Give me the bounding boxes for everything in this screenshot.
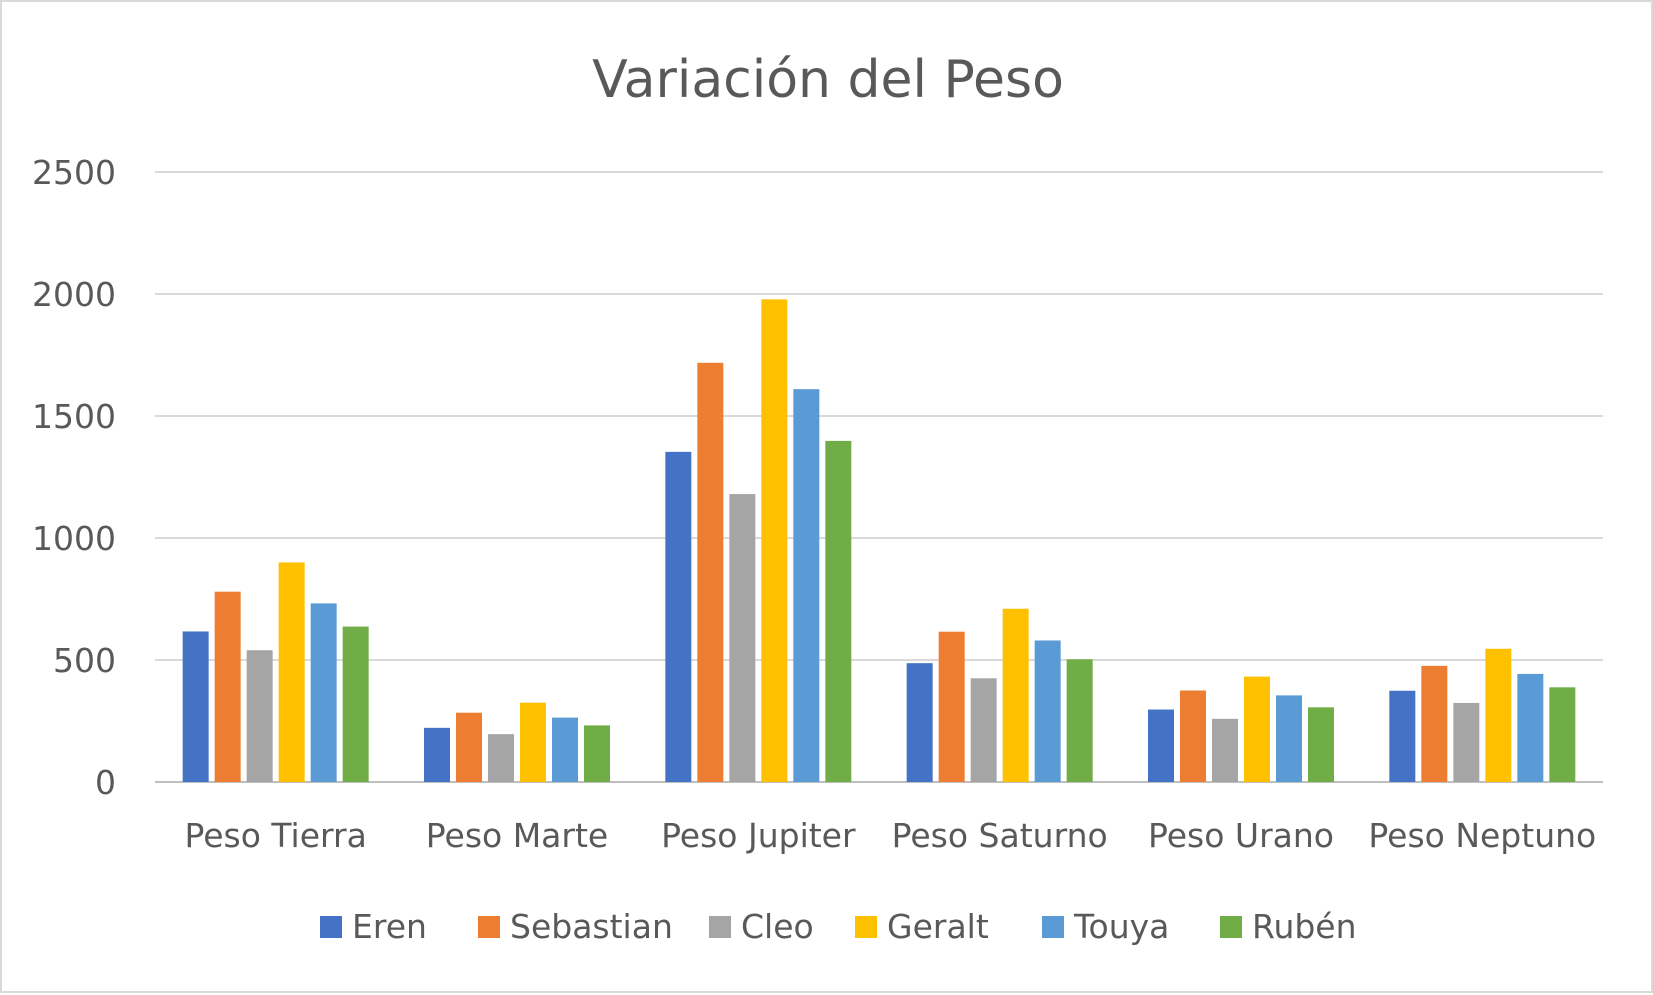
bar-peso-saturno-cleo — [970, 678, 997, 782]
legend-swatch-sebastian — [478, 916, 500, 938]
legend-label: Eren — [352, 907, 427, 946]
legend-label: Rubén — [1252, 907, 1357, 946]
x-tick-label: Peso Saturno — [892, 816, 1108, 855]
x-tick-label: Peso Urano — [1148, 816, 1334, 855]
bar-peso-marte-cleo — [488, 734, 514, 782]
bar-peso-neptuno-touya — [1517, 673, 1544, 782]
bar-peso-urano-rubén — [1308, 707, 1334, 782]
bar-peso-jupiter-sebastian — [697, 362, 724, 782]
bar-peso-saturno-touya — [1034, 640, 1061, 782]
legend-swatch-eren — [320, 916, 342, 938]
bar-peso-jupiter-touya — [793, 389, 820, 782]
legend-label: Cleo — [741, 907, 814, 946]
gridlines — [155, 171, 1603, 783]
legend-label: Geralt — [887, 907, 989, 946]
bar-peso-neptuno-cleo — [1453, 702, 1480, 782]
bar-peso-urano-geralt — [1244, 676, 1270, 782]
x-tick-label: Peso Jupiter — [661, 816, 856, 855]
bar-peso-tierra-cleo — [246, 650, 273, 782]
legend-label: Sebastian — [510, 907, 673, 946]
bar-peso-tierra-sebastian — [214, 591, 241, 782]
y-axis-ticks: 0 500 1000 1500 2000 2500 — [32, 153, 116, 802]
y-tick-label: 0 — [95, 763, 116, 802]
bar-peso-neptuno-rubén — [1549, 687, 1576, 782]
bar-peso-tierra-rubén — [342, 626, 369, 782]
bar-peso-saturno-eren — [906, 663, 933, 782]
bar-peso-tierra-geralt — [278, 562, 305, 782]
bar-peso-marte-sebastian — [456, 712, 482, 782]
x-tick-label: Peso Tierra — [185, 816, 367, 855]
x-tick-label: Peso Neptuno — [1368, 816, 1596, 855]
bar-peso-neptuno-eren — [1389, 690, 1416, 782]
bar-peso-urano-touya — [1276, 695, 1302, 782]
bar-peso-marte-geralt — [520, 702, 546, 782]
bar-peso-urano-eren — [1148, 709, 1174, 782]
bar-peso-saturno-geralt — [1002, 608, 1029, 782]
chart-title: Variación del Peso — [592, 50, 1064, 110]
legend-swatch-rubén — [1220, 916, 1242, 938]
bar-peso-saturno-rubén — [1066, 659, 1093, 782]
bar-peso-jupiter-geralt — [761, 299, 788, 782]
bar-peso-tierra-touya — [310, 603, 337, 782]
bars — [182, 299, 1576, 782]
bar-peso-saturno-sebastian — [938, 631, 965, 782]
y-tick-label: 2000 — [32, 275, 116, 314]
x-tick-label: Peso Marte — [426, 816, 608, 855]
y-tick-label: 1000 — [32, 519, 116, 558]
bar-peso-marte-eren — [424, 727, 450, 782]
bar-peso-jupiter-eren — [665, 451, 692, 782]
bar-peso-urano-cleo — [1212, 718, 1238, 782]
legend-swatch-geralt — [855, 916, 877, 938]
bar-peso-marte-rubén — [584, 725, 610, 782]
y-tick-label: 1500 — [32, 397, 116, 436]
y-tick-label: 500 — [53, 641, 116, 680]
bar-peso-jupiter-cleo — [729, 494, 756, 782]
bar-peso-neptuno-geralt — [1485, 648, 1512, 782]
legend-swatch-touya — [1042, 916, 1064, 938]
legend-swatch-cleo — [709, 916, 731, 938]
legend: Eren Sebastian Cleo Geralt Touya Rubén — [320, 907, 1357, 946]
legend-label: Touya — [1073, 907, 1169, 946]
bar-peso-urano-sebastian — [1180, 690, 1206, 782]
bar-peso-neptuno-sebastian — [1421, 665, 1448, 782]
bar-peso-jupiter-rubén — [825, 440, 852, 782]
x-axis-ticks: Peso Tierra Peso Marte Peso Jupiter Peso Sa… — [185, 816, 1597, 855]
bar-peso-marte-touya — [552, 717, 578, 782]
y-tick-label: 2500 — [32, 153, 116, 192]
bar-peso-tierra-eren — [182, 631, 209, 782]
